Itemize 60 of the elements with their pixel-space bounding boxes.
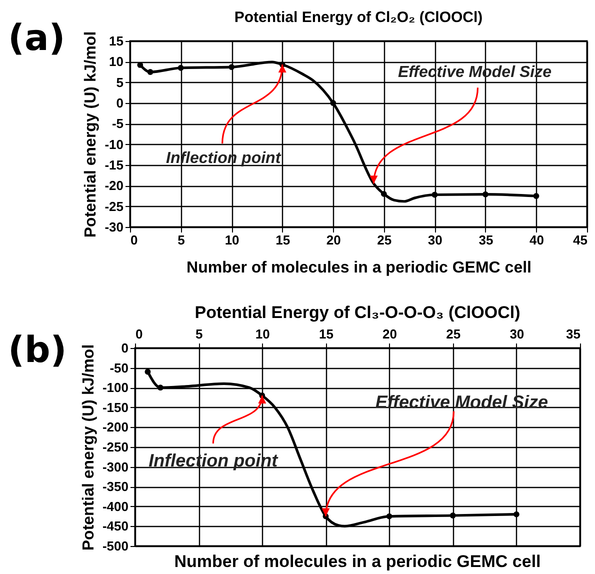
x-tick-label: 45: [573, 232, 588, 248]
x-tick-label: 0: [130, 232, 138, 248]
x-tick-label: 20: [382, 326, 398, 342]
x-tick-label: 30: [510, 326, 524, 342]
point: [147, 69, 154, 75]
point: [330, 100, 336, 106]
y-tick-label: -10: [104, 136, 124, 152]
point: [380, 190, 387, 197]
y-tick-label: -5: [112, 116, 124, 132]
y-tick-label: -30: [104, 220, 124, 234]
x-tick-label: 15: [276, 232, 290, 248]
y-tick-label: 15: [109, 34, 124, 48]
x-tick-label: 40: [529, 232, 544, 248]
x-tick-label: 5: [195, 326, 203, 342]
point: [432, 192, 438, 198]
chart-title: Potential Energy of Cl₂O₂ (ClOOCl): [234, 8, 483, 26]
y-tick-label: -100: [102, 380, 128, 396]
x-tick-label: 15: [318, 326, 334, 342]
x-tick-label: 10: [224, 232, 240, 248]
y-tick-label: -450: [102, 518, 128, 534]
y-tick-label: -200: [102, 420, 128, 435]
y-tick-label: -300: [102, 459, 128, 474]
x-tick-label: 35: [566, 326, 580, 342]
x-tick-label: 20: [326, 232, 341, 248]
y-tick-label: -250: [102, 440, 128, 454]
y-tick-label: -15: [104, 158, 124, 172]
chart-title: Potential Energy of Cl₃-O-O-O₃ (ClOOCl): [194, 303, 520, 322]
x-tick-label: 25: [377, 232, 392, 248]
y-tick-label: -150: [102, 400, 128, 415]
point: [228, 64, 235, 70]
y-axis-title: Potential energy (U) kJ/mol: [80, 344, 98, 551]
x-tick-label: 35: [478, 232, 494, 248]
x-tick-label: 5: [178, 232, 185, 248]
y-tick-label: -350: [102, 479, 128, 494]
y-tick-label: -50: [110, 360, 128, 376]
point: [513, 511, 520, 518]
x-tick-label: 10: [255, 326, 270, 342]
y-tick-label: 0: [116, 96, 124, 110]
y-tick-label: -500: [102, 538, 128, 554]
point: [157, 384, 164, 391]
point: [482, 191, 488, 198]
y-tick-label: -25: [104, 198, 124, 214]
x-tick-label: 0: [136, 326, 143, 342]
point: [533, 193, 540, 199]
y-tick-label: 5: [116, 74, 124, 90]
y-tick-label: -400: [102, 498, 128, 514]
x-axis-title: Number of molecules in a periodic GEMC cell: [186, 260, 532, 276]
point: [450, 512, 456, 518]
point: [178, 64, 184, 71]
point: [144, 368, 151, 375]
y-tick-label: 10: [109, 54, 124, 70]
x-tick-label: 25: [446, 326, 461, 342]
x-tick-label: 30: [428, 232, 442, 248]
y-axis-title: Potential energy (U) kJ/mol: [82, 31, 100, 238]
text: (a): [8, 18, 66, 59]
text: (b): [8, 330, 67, 371]
y-tick-label: 0: [121, 340, 128, 356]
x-axis-title: Number of molecules in a periodic GEMC cell: [173, 552, 542, 572]
point: [386, 513, 392, 520]
y-tick-label: -20: [104, 178, 124, 194]
